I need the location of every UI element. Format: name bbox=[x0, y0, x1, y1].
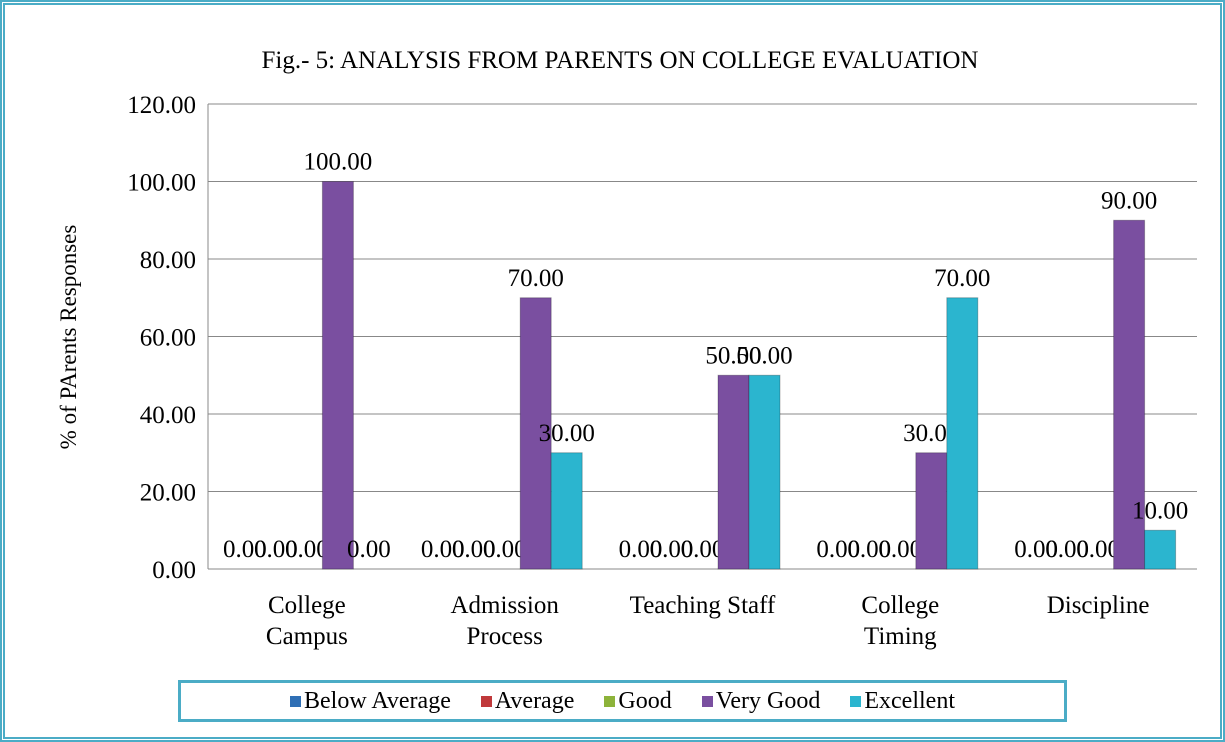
data-label: 10.00 bbox=[1132, 497, 1188, 524]
legend-label: Excellent bbox=[864, 687, 955, 714]
data-label: 100.00 bbox=[304, 149, 373, 176]
legend-label: Average bbox=[494, 687, 575, 714]
data-label: 0.00 bbox=[452, 536, 496, 563]
legend-swatch bbox=[290, 695, 302, 707]
y-tick-label: 0.00 bbox=[152, 557, 196, 584]
legend-label: Below Average bbox=[304, 687, 451, 714]
data-label: 0.00 bbox=[421, 536, 465, 563]
y-tick-label: 60.00 bbox=[140, 325, 196, 352]
data-label: 0.00 bbox=[681, 536, 725, 563]
legend-label: Good bbox=[618, 687, 672, 714]
legend-swatch bbox=[850, 695, 862, 707]
legend-item: Average bbox=[480, 687, 575, 715]
data-label: 50.00 bbox=[736, 342, 792, 369]
x-tick-label: College Campus bbox=[265, 592, 348, 650]
bar bbox=[915, 452, 948, 570]
legend-item: Good bbox=[604, 687, 672, 715]
bar bbox=[1144, 529, 1177, 570]
bar bbox=[1113, 219, 1146, 570]
bar bbox=[748, 374, 781, 570]
data-label: 0.00 bbox=[816, 536, 860, 563]
bar bbox=[550, 452, 583, 570]
x-tick-label: Admission Process bbox=[450, 592, 559, 650]
data-label: 90.00 bbox=[1101, 187, 1157, 214]
legend-swatch bbox=[701, 695, 713, 707]
y-tick-label: 120.00 bbox=[127, 92, 196, 119]
legend-swatch bbox=[480, 695, 492, 707]
y-tick-label: 80.00 bbox=[140, 247, 196, 274]
data-label: 50.00 bbox=[705, 342, 761, 369]
chart-title: Fig.- 5: ANALYSIS FROM PARENTS ON COLLEG… bbox=[261, 47, 978, 74]
data-label: 30.00 bbox=[539, 420, 595, 447]
data-label: 0.00 bbox=[847, 536, 891, 563]
y-tick-label: 100.00 bbox=[127, 170, 196, 197]
legend: Below Average Average Good Very Good Excelle… bbox=[178, 680, 1067, 722]
data-label: 0.00 bbox=[223, 536, 267, 563]
legend-item: Excellent bbox=[850, 688, 955, 715]
bar bbox=[717, 374, 750, 570]
data-label: 0.00 bbox=[483, 536, 527, 563]
y-tick-label: 20.00 bbox=[140, 480, 196, 507]
x-tick-label: College Timing bbox=[861, 592, 940, 650]
data-label: 0.00 bbox=[254, 536, 298, 563]
data-label: 70.00 bbox=[934, 265, 990, 292]
data-label: 70.00 bbox=[508, 265, 564, 292]
y-axis-label: % of PArents Responses bbox=[56, 225, 81, 450]
legend-label: Very Good bbox=[715, 687, 821, 714]
legend-swatch bbox=[604, 695, 616, 707]
legend-item: Very Good bbox=[701, 687, 821, 715]
bar bbox=[321, 181, 354, 570]
data-label: 0.00 bbox=[1076, 536, 1120, 563]
data-label: 0.00 bbox=[285, 536, 329, 563]
x-tick-label: Discipline bbox=[1046, 592, 1150, 619]
y-tick-label: 40.00 bbox=[140, 402, 196, 429]
data-label: 0.00 bbox=[619, 536, 663, 563]
data-label: 0.00 bbox=[878, 536, 922, 563]
data-label: 0.00 bbox=[347, 536, 391, 563]
data-label: 0.00 bbox=[1014, 536, 1058, 563]
bar bbox=[946, 297, 979, 570]
data-label: 0.00 bbox=[1045, 536, 1089, 563]
bar bbox=[519, 297, 552, 570]
data-label: 0.00 bbox=[650, 536, 694, 563]
legend-item: Below Average bbox=[290, 688, 451, 715]
x-tick-label: Teaching Staff bbox=[629, 592, 776, 619]
